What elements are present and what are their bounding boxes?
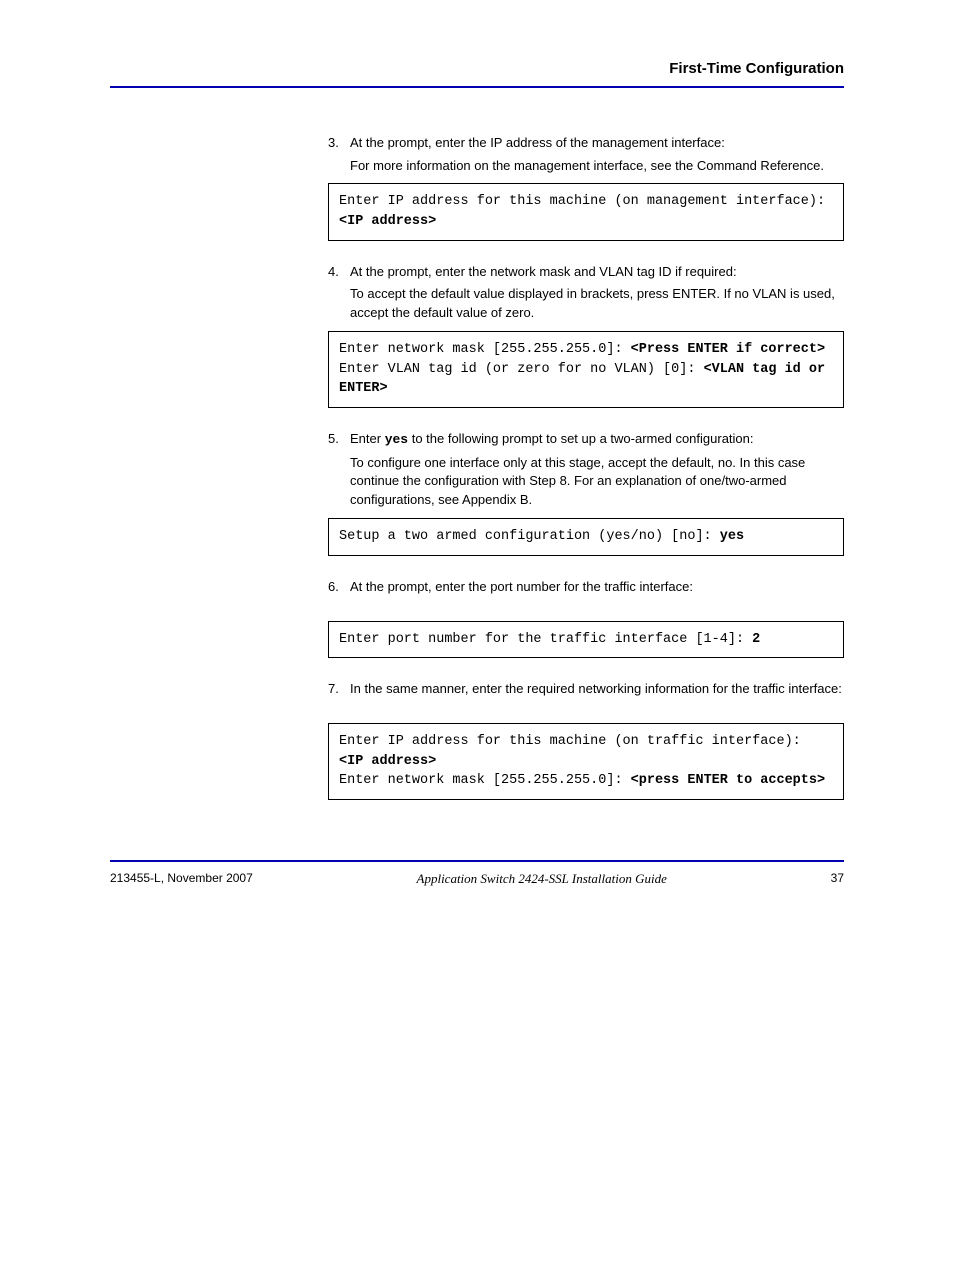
page-header: First-Time Configuration [110, 58, 844, 86]
step-note: To accept the default value displayed in… [328, 285, 844, 323]
code-seg: Setup a two armed configuration (yes/no)… [339, 529, 720, 544]
step-6: 6. At the prompt, enter the port number … [328, 578, 844, 597]
step-7: 7. In the same manner, enter the require… [328, 680, 844, 699]
footer-right: 37 [831, 870, 844, 889]
step-3: 3. At the prompt, enter the IP address o… [328, 134, 844, 153]
page-content: 3. At the prompt, enter the IP address o… [110, 134, 844, 800]
code-seg: Enter network mask [255.255.255.0]: [339, 342, 631, 357]
code-box-7: Enter IP address for this machine (on tr… [328, 723, 844, 800]
spacer [328, 703, 844, 717]
step-number: 3. [328, 134, 350, 153]
step-text: At the prompt, enter the port number for… [350, 578, 844, 597]
step-number: 4. [328, 263, 350, 282]
page-footer: 213455-L, November 2007 Application Swit… [110, 870, 844, 889]
code-seg-bold: <press ENTER to accepts> [631, 773, 825, 788]
footer-rule: 213455-L, November 2007 Application Swit… [110, 860, 844, 889]
step-note: To configure one interface only at this … [328, 454, 844, 511]
footer-left: 213455-L, November 2007 [110, 870, 253, 889]
code-seg-bold: yes [720, 529, 744, 544]
step-text: Enter yes to the following prompt to set… [350, 430, 844, 450]
code-seg: Enter IP address for this machine (on tr… [339, 734, 801, 749]
code-seg: Enter VLAN tag id (or zero for no VLAN) … [339, 362, 704, 377]
code-box-4: Enter network mask [255.255.255.0]: <Pre… [328, 331, 844, 408]
step-4: 4. At the prompt, enter the network mask… [328, 263, 844, 282]
code-seg-bold: <Press ENTER if correct> [631, 342, 825, 357]
step-text-post: to the following prompt to set up a two-… [408, 431, 753, 446]
step-text: At the prompt, enter the network mask an… [350, 263, 844, 282]
code-box-6: Enter port number for the traffic interf… [328, 621, 844, 659]
code-seg-bold: <IP address> [339, 754, 436, 769]
step-note: For more information on the management i… [328, 157, 844, 176]
step-text: At the prompt, enter the IP address of t… [350, 134, 844, 153]
code-seg-bold: <IP address> [339, 214, 436, 229]
code-seg-bold: 2 [752, 632, 760, 647]
step-text: In the same manner, enter the required n… [350, 680, 844, 699]
step-text-pre: Enter [350, 431, 385, 446]
footer-center: Application Switch 2424-SSL Installation… [253, 870, 831, 889]
step-text-mono: yes [385, 432, 408, 447]
header-title: First-Time Configuration [669, 60, 844, 77]
header-rule [110, 86, 844, 88]
step-5: 5. Enter yes to the following prompt to … [328, 430, 844, 450]
step-number: 7. [328, 680, 350, 699]
code-seg: Enter network mask [255.255.255.0]: [339, 773, 631, 788]
code-box-3: Enter IP address for this machine (on ma… [328, 183, 844, 240]
code-seg: Enter IP address for this machine (on ma… [339, 194, 825, 209]
step-number: 6. [328, 578, 350, 597]
spacer [328, 601, 844, 615]
step-number: 5. [328, 430, 350, 449]
code-box-5: Setup a two armed configuration (yes/no)… [328, 518, 844, 556]
code-seg: Enter port number for the traffic interf… [339, 632, 752, 647]
